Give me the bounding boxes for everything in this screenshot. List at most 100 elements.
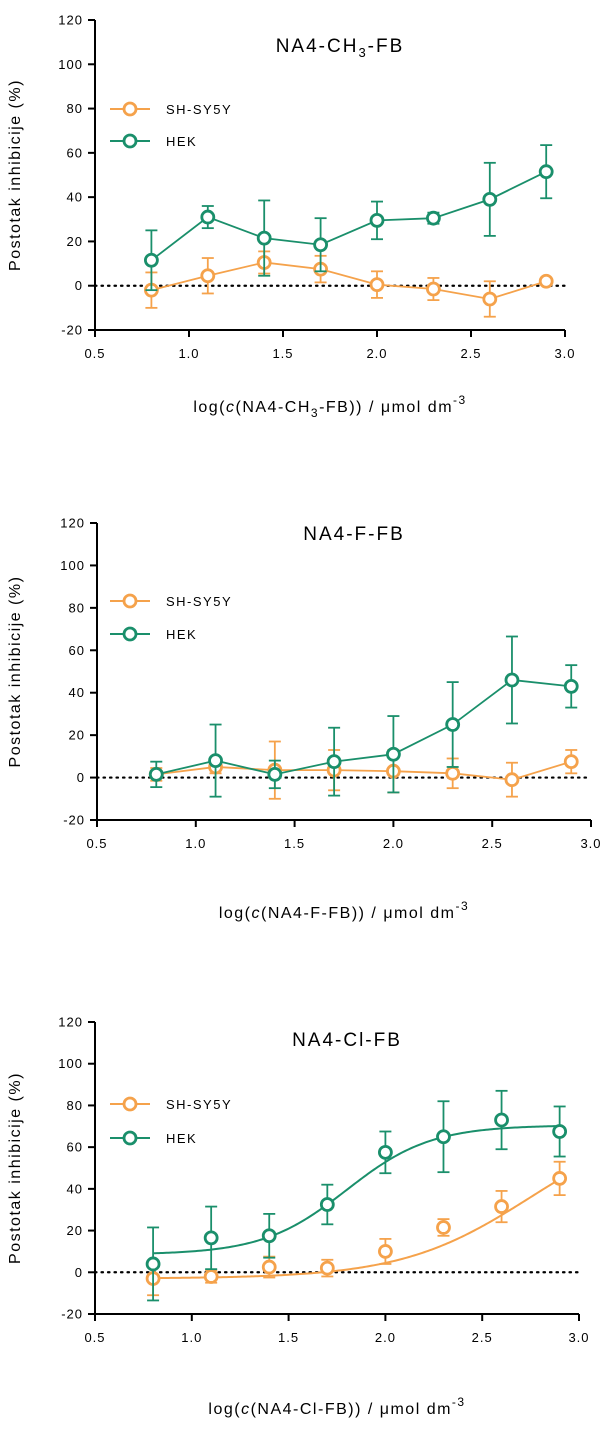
y-tick-label: 20: [69, 728, 85, 743]
y-tick-label: 40: [67, 190, 83, 205]
y-tick-label: -20: [61, 1307, 83, 1322]
y-tick-label: 20: [67, 1223, 83, 1238]
legend-marker: [122, 626, 138, 642]
fit-curve: [153, 1125, 560, 1255]
legend-marker: [122, 133, 138, 149]
legend-marker: [122, 1096, 138, 1112]
data-point: [425, 210, 441, 226]
data-point: [369, 212, 385, 228]
data-point: [261, 1259, 277, 1275]
series-line: [151, 261, 547, 300]
data-point: [203, 1269, 219, 1284]
x-tick-label: 2.5: [482, 836, 503, 851]
series-hek: [145, 1089, 568, 1302]
series-hek: [148, 635, 579, 798]
y-tick-label: 120: [58, 1015, 83, 1030]
y-tick-label: 80: [69, 600, 85, 615]
chart-title: NA4-F-FB: [303, 524, 405, 545]
x-tick-label: 2.0: [383, 836, 404, 851]
chart-panel-3: -20 0 20 40 60 80 100 120 0.5 1.0 1.5 2.0 2.5 3.0 Post…: [7, 1015, 589, 1419]
data-point: [563, 754, 579, 770]
data-point: [494, 1112, 509, 1128]
x-axis-title: log(c(NA4-CH3-FB)) / μmol dm-3: [193, 393, 466, 420]
data-point: [208, 753, 223, 768]
y-tick-label: 0: [75, 278, 83, 293]
data-point: [425, 281, 441, 297]
data-point: [200, 209, 216, 225]
chart-panel-2: -20 0 20 40 60 80 100 120 0.5 1.0 1.5 2.0 2.5 3.0 Post…: [7, 516, 601, 923]
y-tick-label: 80: [67, 1098, 83, 1113]
data-point: [563, 678, 579, 694]
y-tick-label: 60: [67, 145, 83, 160]
data-point: [436, 1129, 451, 1145]
data-point: [148, 766, 164, 782]
y-tick-label: -20: [63, 813, 85, 828]
y-tick-label: 40: [69, 685, 85, 700]
data-point: [552, 1171, 568, 1186]
series-sh-sy5y: [145, 1160, 568, 1297]
x-tick-label: 2.5: [460, 346, 481, 361]
data-point: [261, 1228, 277, 1244]
y-tick-label: -20: [61, 323, 83, 338]
x-tick-label: 2.0: [375, 1330, 396, 1345]
x-tick-label: 1.5: [272, 346, 293, 361]
data-point: [377, 1144, 393, 1160]
data-point: [319, 1197, 335, 1212]
data-point: [482, 291, 498, 307]
legend-label: HEK: [166, 134, 197, 149]
y-axis-title: Postotak inhibicije (%): [7, 576, 24, 768]
y-tick-label: 0: [75, 1265, 83, 1280]
y-tick-label: 120: [58, 13, 83, 28]
y-tick-label: 40: [67, 1181, 83, 1196]
y-tick-label: 20: [67, 234, 83, 249]
data-point: [504, 772, 520, 788]
y-axis-title: Postotak inhibicije (%): [7, 1072, 24, 1264]
chart-title: NA4-Cl-FB: [292, 1030, 402, 1051]
fit-curve: [153, 1178, 561, 1280]
y-tick-label: 100: [60, 558, 85, 573]
data-point: [445, 717, 461, 732]
x-tick-label: 0.5: [84, 346, 105, 361]
data-point: [256, 230, 272, 246]
series-sh-sy5y: [143, 250, 554, 318]
x-tick-label: 1.5: [284, 836, 305, 851]
x-tick-label: 2.0: [366, 346, 387, 361]
y-tick-label: 0: [77, 770, 85, 785]
y-tick-label: 80: [67, 101, 83, 116]
chart-title: NA4-CH3-FB: [276, 36, 405, 60]
data-point: [326, 754, 342, 770]
data-point: [436, 1220, 451, 1235]
legend-marker: [122, 1130, 138, 1146]
series-hek: [143, 144, 554, 292]
y-axis-title: Postotak inhibicije (%): [7, 79, 24, 271]
x-axis-title: log(c(NA4-Cl-FB)) / μmol dm-3: [208, 1395, 465, 1418]
data-point: [552, 1124, 568, 1139]
data-point: [377, 1244, 393, 1259]
legend-label: SH-SY5Y: [166, 102, 232, 117]
series-sh-sy5y: [148, 740, 579, 800]
chart-panel-1: -20 0 20 40 60 80 100 120 0.5 1.0 1.5 2.0 2.5 3.0 Post…: [7, 13, 575, 421]
data-point: [369, 277, 385, 293]
x-tick-label: 1.0: [181, 1330, 202, 1345]
x-axis-title: log(c(NA4-F-FB)) / μmol dm-3: [219, 899, 469, 922]
data-point: [482, 191, 498, 207]
data-point: [494, 1199, 509, 1214]
data-point: [145, 1256, 161, 1272]
data-point: [504, 672, 520, 688]
series-line: [156, 760, 572, 781]
y-tick-label: 60: [69, 643, 85, 658]
data-point: [538, 164, 554, 180]
x-tick-label: 3.0: [554, 346, 575, 361]
x-tick-label: 1.0: [185, 836, 206, 851]
data-point: [203, 1230, 219, 1246]
y-tick-label: 100: [58, 1056, 83, 1071]
x-tick-label: 2.5: [472, 1330, 493, 1345]
series-line: [150, 170, 547, 261]
x-tick-label: 0.5: [84, 1330, 105, 1345]
y-tick-label: 120: [60, 516, 85, 531]
data-point: [538, 273, 554, 289]
x-tick-label: 1.5: [278, 1330, 299, 1345]
legend-label: HEK: [166, 627, 197, 642]
x-tick-label: 0.5: [86, 836, 107, 851]
data-point: [313, 237, 329, 253]
